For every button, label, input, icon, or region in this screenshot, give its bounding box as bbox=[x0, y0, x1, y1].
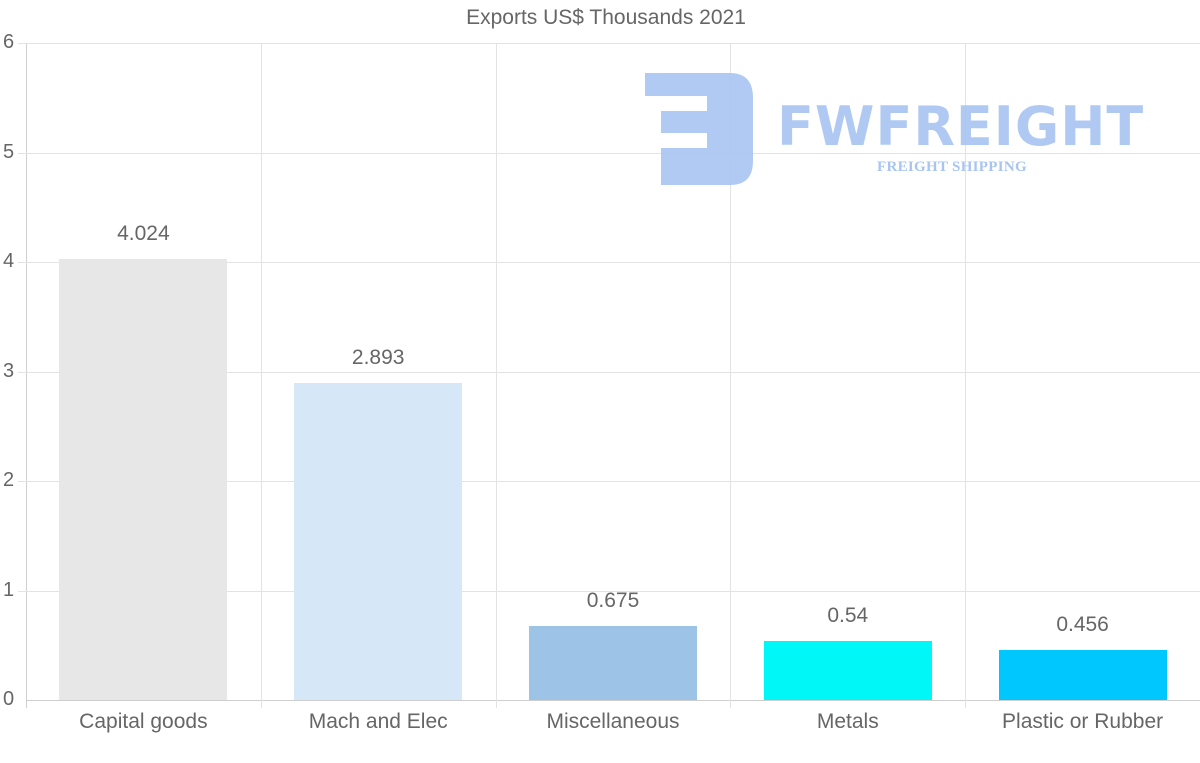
y-gridline bbox=[18, 371, 1200, 373]
x-tick-label: Miscellaneous bbox=[546, 710, 680, 733]
y-tick-label: 1 bbox=[3, 578, 15, 601]
bar-value-label: 0.675 bbox=[586, 589, 640, 613]
y-tick-label: 4 bbox=[3, 250, 15, 272]
y-axis-line bbox=[26, 43, 27, 708]
chart-title: Exports US$ Thousands 2021 bbox=[466, 6, 746, 29]
bar-metals[interactable] bbox=[763, 640, 932, 700]
x-gridline bbox=[260, 43, 262, 708]
bar-value-label: 2.893 bbox=[351, 346, 405, 370]
bar-value-label: 0.54 bbox=[827, 603, 869, 627]
bar-miscellaneous[interactable] bbox=[529, 626, 697, 700]
bar-plastic-or-rubber[interactable] bbox=[998, 650, 1167, 700]
plot-area: 4.024 2.893 0.675 0.54 0.456 bbox=[18, 43, 1200, 708]
x-tick-label: Plastic or Rubber bbox=[1002, 710, 1164, 733]
x-tick-label: Mach and Elec bbox=[308, 710, 448, 733]
x-gridline bbox=[730, 43, 732, 708]
y-gridline bbox=[18, 590, 1200, 592]
bar-value-label: 0.456 bbox=[1056, 613, 1109, 637]
y-tick-label: 3 bbox=[3, 359, 15, 382]
y-gridline bbox=[18, 481, 1200, 482]
x-gridline bbox=[495, 43, 497, 708]
y-tick-label: 0 bbox=[3, 688, 15, 710]
x-gridline bbox=[965, 43, 967, 708]
y-gridline bbox=[18, 262, 1200, 263]
x-tick-label: Capital goods bbox=[79, 710, 208, 733]
y-gridline bbox=[18, 152, 1200, 154]
y-gridline bbox=[18, 43, 1200, 44]
y-tick-label: 2 bbox=[3, 469, 15, 491]
x-axis-line bbox=[26, 700, 1200, 701]
bar-capital-goods[interactable] bbox=[59, 259, 228, 700]
x-tick-label: Metals bbox=[816, 710, 879, 733]
bar-value-label: 4.024 bbox=[117, 222, 170, 246]
y-tick-label: 6 bbox=[3, 31, 15, 53]
bar-mach-and-elec[interactable] bbox=[294, 383, 463, 700]
y-tick-label: 5 bbox=[3, 140, 15, 163]
